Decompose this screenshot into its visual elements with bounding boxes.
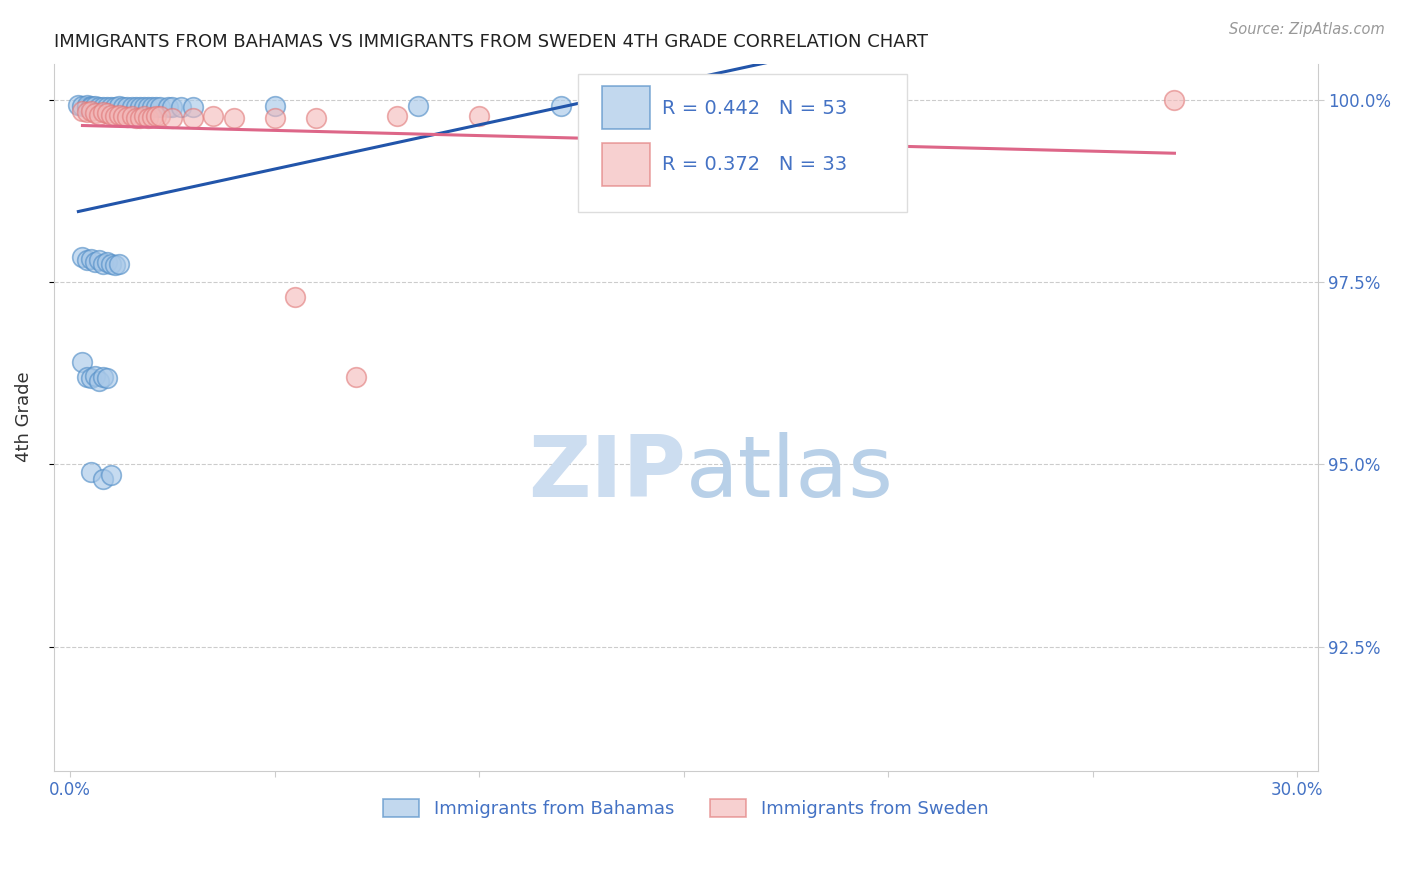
Point: [76, 98, 98, 112]
Point: [124, 111, 146, 125]
Point: [1163, 93, 1185, 107]
Point: [83, 368, 105, 383]
FancyBboxPatch shape: [578, 74, 907, 212]
Point: [713, 99, 735, 113]
Point: [91, 105, 114, 120]
Point: [591, 109, 613, 123]
Point: [72, 355, 94, 369]
FancyBboxPatch shape: [602, 143, 651, 186]
Point: [222, 111, 245, 125]
Point: [108, 107, 131, 121]
Point: [108, 257, 131, 271]
Point: [79, 371, 101, 385]
Point: [104, 99, 127, 113]
Point: [112, 99, 135, 113]
Point: [145, 100, 167, 114]
Point: [550, 99, 572, 113]
Point: [83, 99, 105, 113]
Point: [79, 100, 101, 114]
Point: [83, 255, 105, 269]
Point: [141, 111, 163, 125]
Point: [468, 109, 491, 123]
Point: [100, 100, 122, 114]
Text: IMMIGRANTS FROM BAHAMAS VS IMMIGRANTS FROM SWEDEN 4TH GRADE CORRELATION CHART: IMMIGRANTS FROM BAHAMAS VS IMMIGRANTS FR…: [53, 33, 928, 51]
Point: [112, 109, 135, 123]
Text: R = 0.372   N = 33: R = 0.372 N = 33: [662, 155, 846, 174]
Point: [96, 106, 118, 120]
Point: [100, 257, 122, 271]
Point: [141, 100, 163, 114]
Point: [117, 100, 139, 114]
Point: [121, 109, 143, 123]
Point: [83, 106, 105, 120]
Point: [96, 99, 118, 113]
Text: ZIP: ZIP: [529, 433, 686, 516]
Point: [79, 252, 101, 266]
Point: [631, 99, 654, 113]
Point: [100, 468, 122, 483]
Point: [304, 111, 326, 125]
Point: [202, 109, 225, 123]
Point: [79, 465, 101, 479]
Point: [136, 111, 159, 125]
Point: [162, 99, 184, 113]
Point: [406, 99, 429, 113]
Text: Source: ZipAtlas.com: Source: ZipAtlas.com: [1229, 22, 1385, 37]
Text: atlas: atlas: [686, 433, 894, 516]
Point: [149, 109, 172, 123]
Point: [121, 99, 143, 113]
Point: [72, 250, 94, 264]
Point: [128, 100, 150, 114]
Point: [104, 259, 127, 273]
Point: [79, 99, 101, 113]
Point: [132, 99, 155, 113]
Point: [169, 100, 191, 114]
Point: [132, 109, 155, 123]
Point: [96, 255, 118, 269]
Point: [108, 99, 131, 113]
Text: R = 0.442   N = 53: R = 0.442 N = 53: [662, 98, 846, 118]
Point: [877, 99, 900, 113]
Point: [76, 253, 98, 268]
Point: [346, 370, 368, 384]
Point: [91, 100, 114, 114]
Point: [181, 100, 204, 114]
Point: [87, 99, 110, 113]
Point: [67, 98, 90, 112]
Point: [91, 257, 114, 271]
Point: [76, 105, 98, 120]
Point: [387, 109, 409, 123]
Point: [76, 100, 98, 114]
Point: [72, 103, 94, 118]
Point: [104, 109, 127, 123]
Point: [136, 100, 159, 114]
Point: [91, 370, 114, 384]
Point: [87, 107, 110, 121]
Point: [128, 111, 150, 125]
Point: [263, 111, 285, 125]
Point: [157, 100, 180, 114]
Point: [181, 111, 204, 125]
FancyBboxPatch shape: [602, 87, 651, 129]
Point: [162, 111, 184, 125]
Point: [149, 100, 172, 114]
Point: [117, 111, 139, 125]
Point: [79, 103, 101, 118]
Y-axis label: 4th Grade: 4th Grade: [15, 372, 32, 462]
Point: [263, 99, 285, 113]
Point: [284, 290, 307, 304]
Point: [124, 99, 146, 113]
Point: [91, 472, 114, 486]
Point: [76, 370, 98, 384]
Point: [100, 107, 122, 121]
Point: [96, 371, 118, 385]
Point: [87, 374, 110, 388]
Point: [87, 253, 110, 268]
Point: [145, 109, 167, 123]
Legend: Immigrants from Bahamas, Immigrants from Sweden: Immigrants from Bahamas, Immigrants from…: [375, 791, 995, 825]
Point: [72, 99, 94, 113]
